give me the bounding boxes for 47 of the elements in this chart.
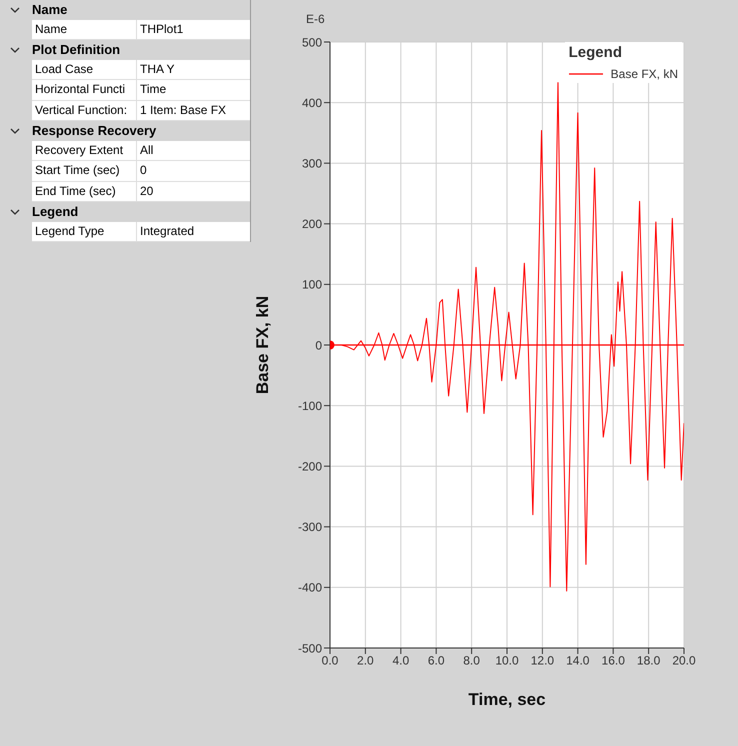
x-tick-label: 0.0: [322, 654, 339, 668]
category-label: 20: [140, 184, 154, 198]
y-axis-title: Base FX, kN: [253, 296, 272, 394]
x-tick-label: 12.0: [530, 654, 554, 668]
category-label: Response Recovery: [32, 123, 156, 138]
x-tick-label: 16.0: [602, 654, 626, 668]
x-tick-label: 8.0: [463, 654, 480, 668]
category-label: Legend: [32, 204, 78, 220]
category-label: 1 Item: Base FX: [140, 102, 226, 116]
category-label: 0: [140, 163, 147, 177]
category-label: Horizontal Functi: [35, 82, 126, 96]
category-label: Recovery Extent: [35, 142, 124, 156]
text: E-6: [306, 12, 325, 26]
x-tick-label: 20.0: [672, 654, 696, 668]
category-label: Vertical Function:: [35, 102, 128, 116]
category-label: Start Time (sec): [35, 163, 120, 177]
x-tick-label: 2.0: [357, 654, 374, 668]
y-tick-label: 100: [302, 278, 322, 292]
category-label: Legend Type: [35, 224, 104, 238]
x-tick-label: 4.0: [392, 654, 410, 668]
category-label: Plot Definition: [32, 42, 120, 58]
x-axis-title: Time, sec: [468, 690, 546, 709]
y-tick-label: 200: [302, 217, 322, 232]
x-tick-label: 14.0: [566, 654, 590, 668]
x-tick-label: 10.0: [495, 654, 519, 668]
category-label: Integrated: [140, 224, 194, 238]
category-label: End Time (sec): [35, 184, 116, 198]
x-tick-label: 18.0: [636, 654, 661, 668]
category-label: Time: [140, 82, 166, 96]
category-label: THA Y: [140, 62, 174, 76]
y-tick-label: -100: [298, 398, 322, 413]
y-tick-label: 300: [302, 156, 322, 170]
y-tick-label: -300: [298, 520, 322, 534]
category-label: All: [140, 142, 154, 156]
y-tick-label: -200: [298, 459, 322, 474]
category-label: Name: [35, 22, 68, 36]
category-label: THPlot1: [140, 22, 184, 36]
legend-label: Base FX, kN: [610, 67, 678, 81]
y-tick-label: -500: [298, 641, 322, 656]
category-label: Load Case: [35, 62, 94, 76]
y-tick-label: 500: [302, 35, 322, 50]
y-tick-label: -400: [298, 580, 322, 595]
y-tick-label: 0: [315, 338, 322, 352]
x-tick-label: 6.0: [428, 654, 445, 668]
legend-title: Legend: [568, 44, 623, 61]
y-tick-label: 400: [302, 96, 322, 110]
category-label: Name: [32, 2, 68, 18]
